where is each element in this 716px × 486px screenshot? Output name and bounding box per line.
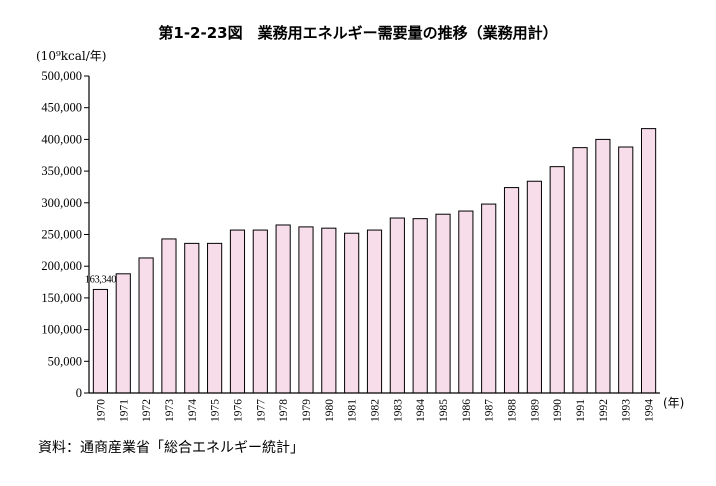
x-tick-label: 1992 xyxy=(598,399,610,422)
x-tick-label: 1971 xyxy=(118,399,130,422)
bar xyxy=(298,226,314,394)
x-tick-label: 1991 xyxy=(575,399,587,422)
x-tick-label: 1976 xyxy=(232,399,244,422)
x-tick-label: 1987 xyxy=(484,399,496,422)
y-tick-label: 250,000 xyxy=(41,228,82,242)
y-tick-label: 450,000 xyxy=(41,101,82,115)
x-tick-label: 1988 xyxy=(507,399,519,422)
data-label: 163,340 xyxy=(85,274,116,285)
bar xyxy=(389,217,405,394)
x-tick-label: 1980 xyxy=(324,399,336,422)
x-tick-label: 1977 xyxy=(255,399,267,422)
x-tick-label: 1985 xyxy=(438,399,450,422)
bar xyxy=(526,180,542,394)
x-tick-label: 1990 xyxy=(552,399,564,422)
x-tick-label: 1970 xyxy=(95,399,107,422)
bar xyxy=(161,238,177,394)
bar xyxy=(435,213,451,394)
x-tick-label: 1994 xyxy=(644,399,656,422)
bar xyxy=(115,273,131,394)
y-tick-label: 0 xyxy=(76,386,82,400)
x-tick-label: 1983 xyxy=(392,399,404,422)
bar xyxy=(184,242,200,394)
y-tick-label: 350,000 xyxy=(41,164,82,178)
bar xyxy=(640,128,657,394)
bar xyxy=(229,229,246,394)
y-tick-label: 200,000 xyxy=(41,259,82,273)
y-tick-label: 100,000 xyxy=(41,323,82,337)
bar xyxy=(412,218,428,394)
x-tick-label: 1986 xyxy=(461,399,473,422)
bar xyxy=(618,146,634,394)
bar xyxy=(481,203,497,394)
y-tick-label: 500,000 xyxy=(41,69,82,83)
bar xyxy=(252,229,268,394)
y-tick-label: 300,000 xyxy=(41,196,82,210)
x-tick-label: 1973 xyxy=(164,399,176,422)
chart-title: 第1-2-23図 業務用エネルギー需要量の推移（業務用計） xyxy=(158,24,558,42)
bar xyxy=(458,210,474,394)
x-tick-label: 1972 xyxy=(141,399,153,422)
bar xyxy=(503,187,520,394)
x-tick-label: 1982 xyxy=(370,399,382,422)
bar xyxy=(572,147,588,394)
y-tick-label: 150,000 xyxy=(41,291,82,305)
bar xyxy=(207,242,223,394)
bar xyxy=(92,288,109,394)
y-tick-label: 400,000 xyxy=(41,132,82,146)
x-tick-label: 1975 xyxy=(210,399,222,422)
y-axis-unit: (10⁹kcal/年) xyxy=(36,49,107,63)
x-tick-label: 1981 xyxy=(347,399,359,422)
x-tick-label: 1993 xyxy=(621,399,633,422)
y-tick-label: 50,000 xyxy=(48,354,82,368)
bar xyxy=(595,138,611,394)
bar xyxy=(138,257,154,394)
bar xyxy=(366,229,383,394)
x-tick-label: 1978 xyxy=(278,399,290,422)
bar xyxy=(549,166,565,394)
source-note: 資料：通商産業省「総合エネルギー統計」 xyxy=(38,440,304,456)
x-tick-label: 1984 xyxy=(415,399,427,422)
bar xyxy=(344,232,360,394)
x-tick-label: 1979 xyxy=(301,399,313,422)
x-tick-label: 1989 xyxy=(529,399,541,422)
bar xyxy=(321,227,337,394)
x-axis-unit: (年) xyxy=(663,396,684,410)
x-tick-label: 1974 xyxy=(187,399,199,422)
bar xyxy=(275,224,291,394)
